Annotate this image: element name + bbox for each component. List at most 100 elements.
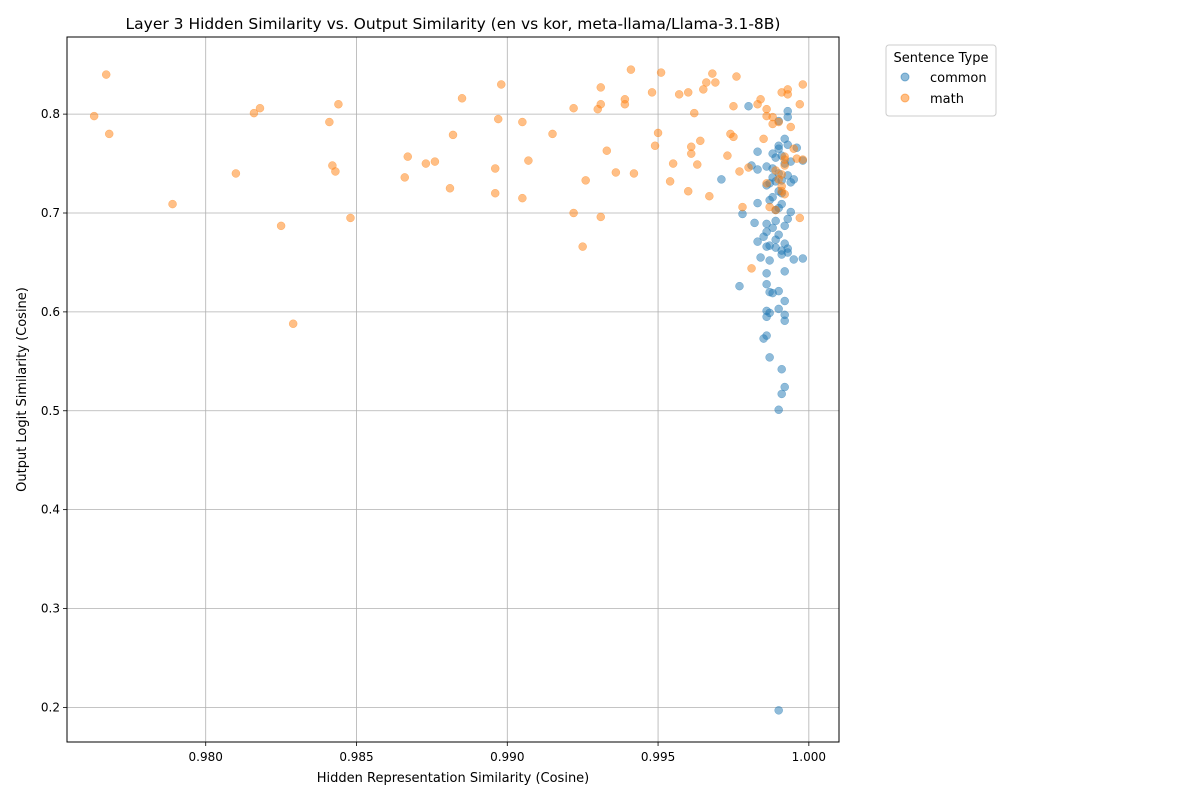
- common-point: [780, 267, 789, 276]
- math-point: [421, 159, 431, 168]
- math-point: [780, 189, 789, 199]
- math-point: [104, 129, 114, 139]
- common-point: [783, 112, 792, 122]
- common-point: [756, 253, 765, 262]
- math-point: [729, 101, 738, 111]
- math-point: [448, 130, 458, 140]
- math-point: [705, 191, 714, 201]
- math-point: [798, 155, 808, 164]
- math-point: [708, 69, 717, 78]
- math-point: [490, 164, 500, 173]
- math-point: [331, 167, 340, 176]
- math-point: [596, 99, 606, 109]
- math-point: [581, 176, 590, 185]
- x-tick-label: 0.985: [339, 750, 373, 764]
- math-point: [783, 90, 792, 99]
- data-points: [89, 65, 808, 715]
- y-axis-label: Output Logit Similarity (Cosine): [15, 287, 30, 492]
- x-axis-label: Hidden Representation Similarity (Cosine…: [317, 771, 590, 786]
- math-point: [430, 157, 440, 166]
- math-point: [683, 88, 693, 97]
- math-point: [255, 103, 265, 113]
- math-point: [702, 78, 711, 87]
- math-point: [629, 169, 639, 178]
- legend-label-common: common: [930, 71, 987, 86]
- math-point: [777, 170, 786, 179]
- math-point: [626, 65, 636, 74]
- common-point: [753, 198, 762, 208]
- common-point: [753, 147, 762, 156]
- math-point: [490, 188, 500, 198]
- math-point: [744, 163, 753, 172]
- math-point: [771, 205, 780, 215]
- math-point: [346, 213, 355, 223]
- common-point: [768, 288, 777, 298]
- math-point: [518, 193, 527, 203]
- math-point: [650, 141, 660, 151]
- math-point: [656, 68, 666, 77]
- math-point: [653, 128, 663, 138]
- math-point: [578, 242, 587, 251]
- y-axis-ticks: 0.2 0.3 0.4 0.5 0.6 0.7 0.8: [41, 107, 67, 714]
- series-math: [89, 65, 808, 328]
- legend-marker-common: [900, 72, 910, 82]
- y-tick-label: 0.3: [41, 602, 60, 616]
- common-point: [771, 153, 780, 162]
- y-tick-label: 0.7: [41, 206, 60, 220]
- math-point: [798, 80, 808, 89]
- math-point: [334, 99, 343, 109]
- math-point: [101, 70, 111, 79]
- math-point: [569, 103, 578, 113]
- common-point: [786, 178, 795, 187]
- math-point: [735, 167, 744, 176]
- common-point: [735, 281, 744, 291]
- common-point: [759, 334, 768, 343]
- math-point: [686, 149, 696, 158]
- legend-marker-math: [900, 93, 910, 103]
- common-point: [759, 232, 768, 241]
- common-point: [777, 250, 786, 259]
- math-point: [249, 108, 259, 118]
- math-point: [325, 117, 334, 127]
- common-point: [750, 218, 759, 228]
- common-point: [765, 256, 774, 265]
- math-point: [665, 177, 675, 186]
- math-point: [596, 83, 606, 92]
- math-point: [569, 208, 578, 218]
- x-tick-label: 1.000: [792, 750, 826, 764]
- x-tick-label: 0.980: [189, 750, 223, 764]
- math-point: [696, 136, 705, 146]
- legend-label-math: math: [930, 92, 964, 107]
- math-point: [288, 319, 298, 328]
- math-point: [493, 114, 503, 124]
- math-point: [674, 90, 684, 99]
- common-point: [780, 316, 789, 326]
- math-point: [711, 78, 720, 87]
- math-point: [548, 129, 557, 139]
- math-point: [786, 122, 795, 132]
- common-point: [774, 304, 783, 314]
- common-point: [762, 269, 771, 278]
- common-point: [762, 279, 771, 289]
- math-point: [445, 184, 455, 193]
- grid-lines: [67, 37, 839, 742]
- y-tick-label: 0.2: [41, 700, 60, 714]
- math-point: [611, 168, 621, 177]
- common-point: [798, 254, 808, 263]
- math-point: [780, 152, 789, 161]
- common-point: [753, 165, 762, 174]
- math-point: [759, 134, 768, 144]
- y-tick-label: 0.6: [41, 305, 60, 319]
- math-point: [729, 132, 738, 142]
- math-point: [771, 166, 780, 175]
- math-point: [620, 95, 630, 104]
- math-point: [732, 72, 741, 81]
- math-point: [723, 151, 732, 160]
- math-point: [668, 159, 678, 168]
- y-tick-label: 0.4: [41, 503, 60, 517]
- chart-title: Layer 3 Hidden Similarity vs. Output Sim…: [126, 15, 781, 33]
- common-point: [771, 235, 780, 244]
- math-point: [518, 117, 527, 127]
- common-point: [717, 175, 726, 184]
